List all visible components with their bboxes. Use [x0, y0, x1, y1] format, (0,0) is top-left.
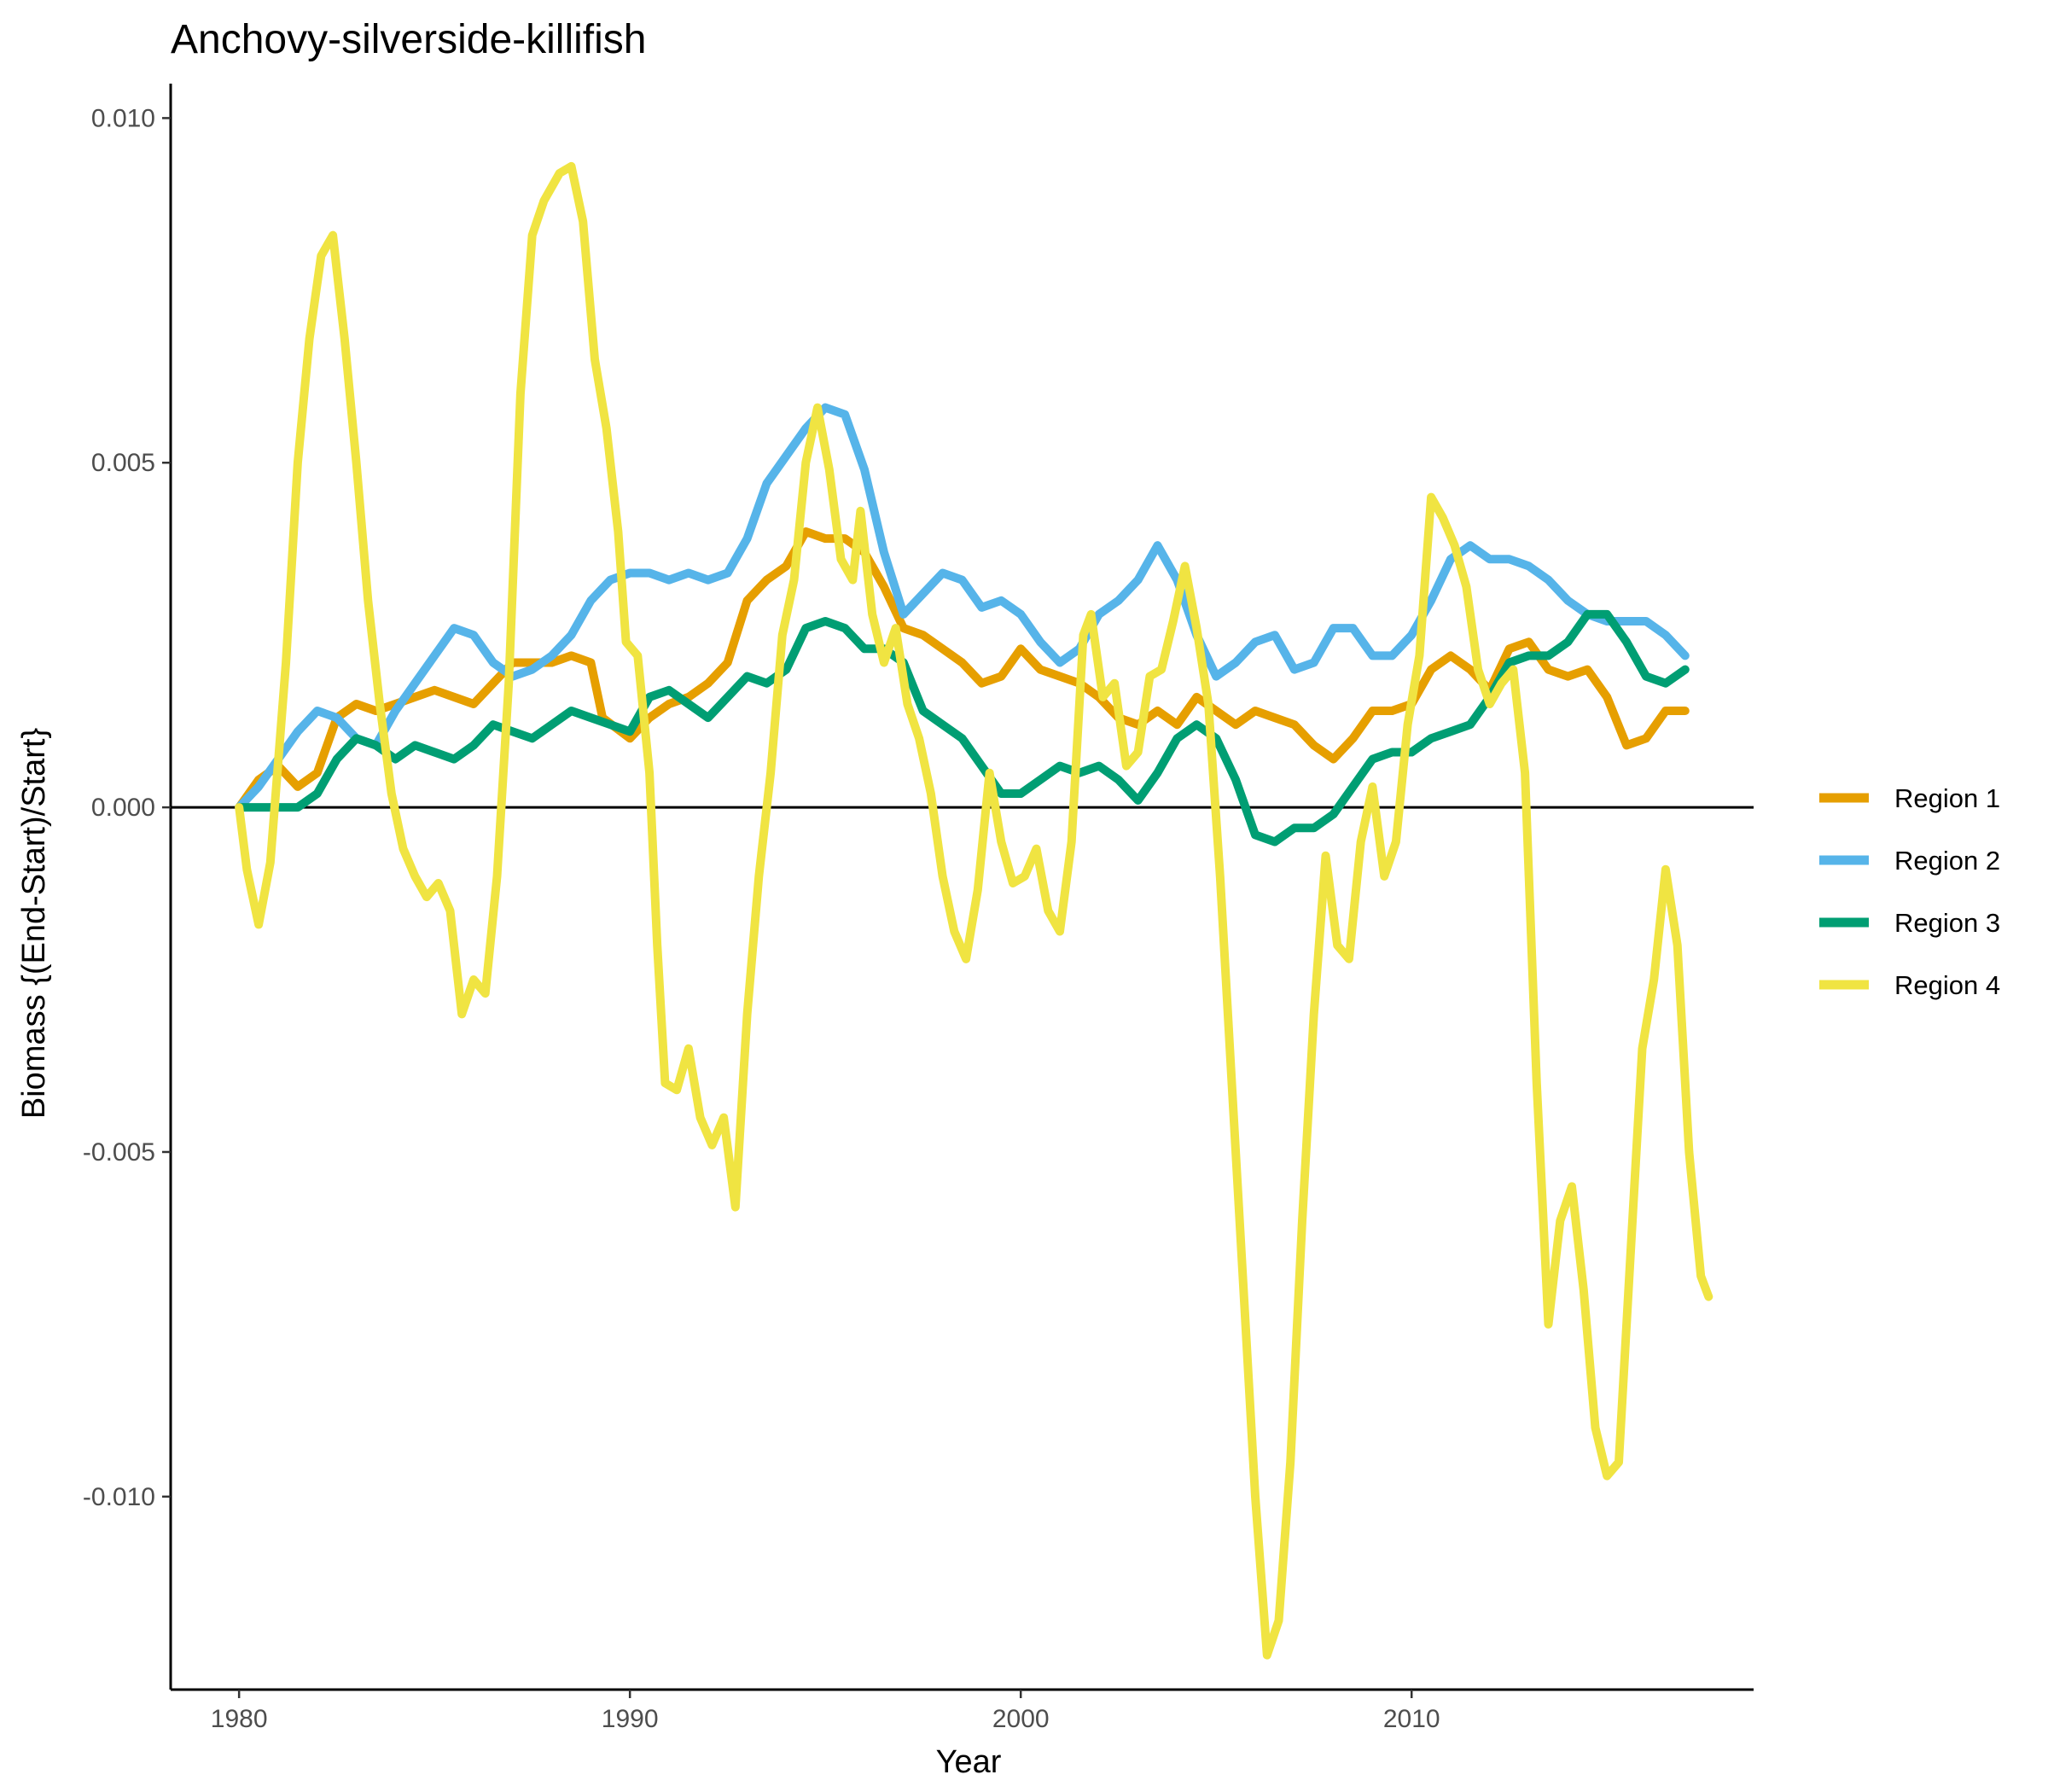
x-tick-label: 2010: [1383, 1705, 1440, 1733]
x-axis-title: Year: [936, 1744, 1002, 1780]
axes: -0.010 -0.005 0.000 0.005 0.010 1980 1990 2000 2…: [83, 84, 1754, 1733]
y-tick-label: 0.010: [91, 104, 155, 132]
legend: Region 1 Region 2 Region 3 Region 4: [1819, 783, 2000, 1000]
legend-label-region-2: Region 2: [1894, 846, 2000, 876]
y-tick-label: 0.005: [91, 449, 155, 477]
legend-label-region-1: Region 1: [1894, 783, 2000, 813]
y-axis-title: Biomass {(End-Start)/Start}: [16, 728, 52, 1119]
series-line-region-4: [235, 161, 1713, 1660]
series-layer: [235, 161, 1713, 1660]
chart-title: Anchovy-silverside-killifish: [171, 17, 646, 62]
x-tick-label: 1980: [211, 1705, 268, 1733]
y-tick-label: -0.010: [83, 1483, 155, 1511]
series-line-region-2: [235, 403, 1690, 812]
y-tick-label: 0.000: [91, 794, 155, 822]
x-tick-label: 1990: [602, 1705, 659, 1733]
series-line-region-3: [235, 609, 1690, 847]
y-tick-label: -0.005: [83, 1138, 155, 1167]
legend-label-region-4: Region 4: [1894, 970, 2000, 1000]
x-tick-label: 2000: [992, 1705, 1050, 1733]
series-line-region-1: [235, 527, 1690, 812]
legend-label-region-3: Region 3: [1894, 908, 2000, 938]
